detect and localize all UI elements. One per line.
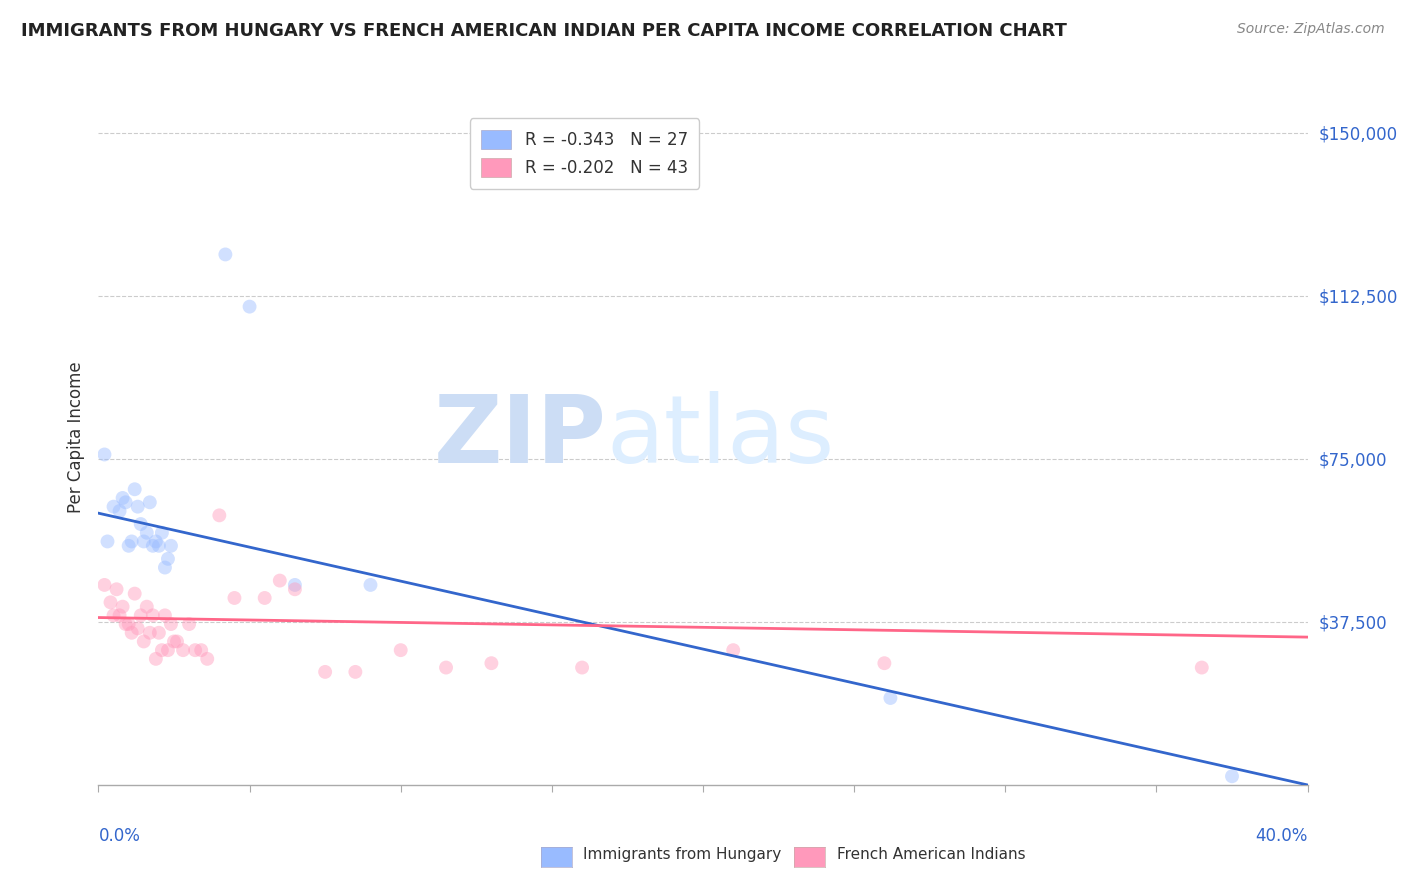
Point	[190, 643, 212, 657]
Point	[93, 578, 115, 592]
Point	[118, 617, 141, 632]
Text: Source: ZipAtlas.com: Source: ZipAtlas.com	[1237, 22, 1385, 37]
Point	[145, 652, 167, 666]
Point	[108, 504, 131, 518]
Point	[142, 539, 165, 553]
Point	[114, 495, 136, 509]
Point	[129, 608, 152, 623]
Point	[132, 634, 155, 648]
Point	[284, 578, 307, 592]
Point	[434, 660, 457, 674]
Point	[103, 608, 125, 623]
Point	[118, 539, 141, 553]
Point	[873, 657, 896, 671]
Text: French American Indians: French American Indians	[837, 847, 1025, 862]
Point	[163, 634, 186, 648]
Y-axis label: Per Capita Income: Per Capita Income	[66, 361, 84, 513]
Point	[177, 617, 201, 632]
Point	[156, 551, 179, 566]
Point	[389, 643, 412, 657]
Point	[93, 447, 115, 462]
Point	[153, 560, 176, 574]
Point	[124, 587, 146, 601]
Point	[135, 599, 157, 614]
Point	[214, 247, 236, 261]
Point	[111, 599, 134, 614]
Text: 0.0%: 0.0%	[98, 827, 141, 845]
Point	[121, 534, 143, 549]
Point	[721, 643, 744, 657]
Point	[145, 534, 167, 549]
Point	[127, 500, 149, 514]
Point	[160, 539, 183, 553]
Point	[184, 643, 207, 657]
Point	[103, 500, 125, 514]
Point	[1191, 660, 1213, 674]
Point	[481, 657, 503, 671]
Point	[360, 578, 382, 592]
Point	[139, 625, 162, 640]
Point	[148, 539, 170, 553]
Point	[253, 591, 276, 605]
Point	[571, 660, 593, 674]
Point	[208, 508, 231, 523]
Point	[879, 690, 901, 705]
Text: 40.0%: 40.0%	[1256, 827, 1308, 845]
Text: ZIP: ZIP	[433, 391, 606, 483]
Point	[153, 608, 176, 623]
Point	[135, 525, 157, 540]
Point	[156, 643, 179, 657]
Point	[1220, 769, 1243, 783]
Point	[127, 621, 149, 635]
Point	[172, 643, 194, 657]
Point	[132, 534, 155, 549]
Point	[314, 665, 336, 679]
Point	[269, 574, 291, 588]
Point	[105, 582, 128, 597]
Point	[129, 516, 152, 531]
Point	[284, 582, 307, 597]
Point	[96, 534, 118, 549]
Point	[195, 652, 218, 666]
Point	[150, 525, 173, 540]
Point	[166, 634, 188, 648]
Point	[121, 625, 143, 640]
Point	[224, 591, 246, 605]
Text: atlas: atlas	[606, 391, 835, 483]
Point	[160, 617, 183, 632]
Point	[100, 595, 122, 609]
Point	[114, 617, 136, 632]
Point	[344, 665, 367, 679]
Point	[239, 300, 262, 314]
Point	[111, 491, 134, 505]
Point	[150, 643, 173, 657]
Point	[148, 625, 170, 640]
Text: IMMIGRANTS FROM HUNGARY VS FRENCH AMERICAN INDIAN PER CAPITA INCOME CORRELATION : IMMIGRANTS FROM HUNGARY VS FRENCH AMERIC…	[21, 22, 1067, 40]
Legend: R = -0.343   N = 27, R = -0.202   N = 43: R = -0.343 N = 27, R = -0.202 N = 43	[470, 119, 699, 188]
Point	[139, 495, 162, 509]
Point	[108, 608, 131, 623]
Point	[124, 482, 146, 496]
Text: Immigrants from Hungary: Immigrants from Hungary	[583, 847, 782, 862]
Point	[142, 608, 165, 623]
